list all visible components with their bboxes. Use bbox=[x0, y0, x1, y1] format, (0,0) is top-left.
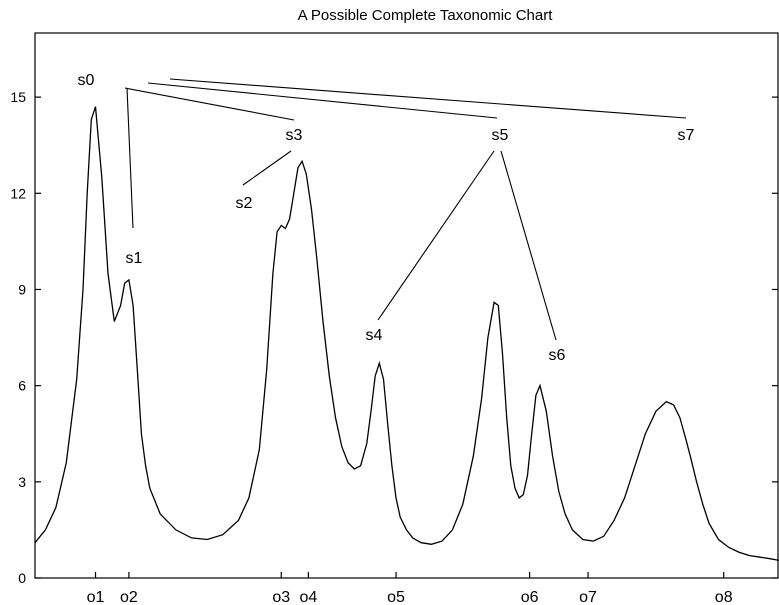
density-curve bbox=[34, 106, 779, 562]
axes: 0 3 6 9 12 15 o1 o2 o3 o4 o5 o6 o7 o8 bbox=[10, 32, 779, 605]
labels: s0 s1 s2 s3 s4 s5 s6 s7 bbox=[78, 72, 695, 364]
curve bbox=[34, 106, 779, 562]
node-label-s3: s3 bbox=[286, 127, 303, 144]
node-label-s7: s7 bbox=[678, 127, 695, 144]
taxonomy-branch bbox=[126, 87, 134, 229]
x-category-label-o2: o2 bbox=[120, 589, 138, 605]
y-tick-label: 6 bbox=[18, 378, 26, 394]
plot-frame bbox=[34, 32, 779, 579]
node-label-s0: s0 bbox=[78, 72, 95, 89]
taxonomy-branch bbox=[124, 87, 295, 121]
node-label-s6: s6 bbox=[549, 347, 566, 364]
x-category-label-o1: o1 bbox=[87, 589, 105, 605]
taxonomy-branch bbox=[500, 150, 557, 341]
y-tick-label: 15 bbox=[10, 89, 26, 105]
y-tick-label: 12 bbox=[10, 185, 26, 201]
node-label-s4: s4 bbox=[366, 327, 383, 344]
y-tick-label: 0 bbox=[18, 570, 26, 586]
taxonomy-branch bbox=[147, 82, 498, 119]
taxonomy-branch bbox=[169, 78, 687, 119]
x-category-label-o8: o8 bbox=[715, 589, 733, 605]
x-category-label-o3: o3 bbox=[272, 589, 290, 605]
node-label-s2: s2 bbox=[236, 195, 253, 212]
node-label-s5: s5 bbox=[492, 127, 509, 144]
y-tick-label: 3 bbox=[18, 474, 26, 490]
x-category-label-o7: o7 bbox=[579, 589, 597, 605]
x-category-label-o5: o5 bbox=[387, 589, 405, 605]
node-label-s1: s1 bbox=[126, 250, 143, 267]
x-category-label-o6: o6 bbox=[521, 589, 539, 605]
taxonomy-branches bbox=[124, 78, 687, 341]
chart-title: A Possible Complete Taxonomic Chart bbox=[298, 7, 554, 24]
taxonomy-branch bbox=[377, 150, 495, 321]
x-category-label-o4: o4 bbox=[299, 589, 317, 605]
y-tick-label: 9 bbox=[18, 281, 26, 297]
taxonomy-branch bbox=[242, 150, 292, 186]
